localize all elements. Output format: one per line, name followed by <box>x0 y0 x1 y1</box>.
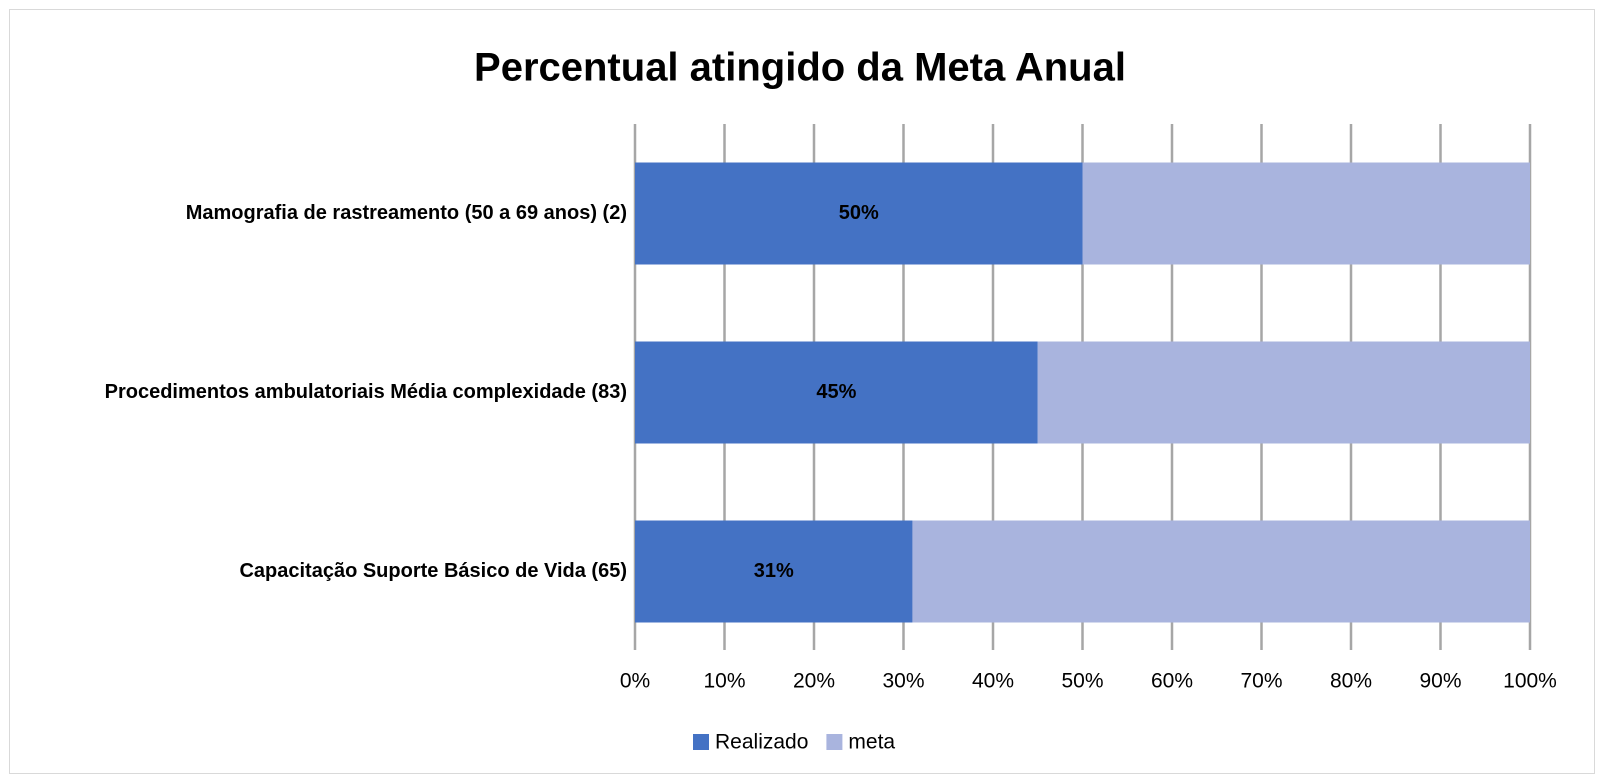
x-tick-label: 20% <box>793 670 835 693</box>
x-tick-label: 50% <box>1061 670 1103 693</box>
legend-label: Realizado <box>715 731 808 754</box>
x-tick-label: 60% <box>1151 670 1193 693</box>
bar-segment <box>635 162 1083 265</box>
x-tick-label: 30% <box>882 670 924 693</box>
x-tick-label: 40% <box>972 670 1014 693</box>
chart-title: Percentual atingido da Meta Anual <box>474 46 1126 90</box>
x-tick-label: 100% <box>1503 670 1557 693</box>
bar-segment <box>1037 341 1530 444</box>
x-tick-label: 90% <box>1419 670 1461 693</box>
x-tick-label: 0% <box>620 670 650 693</box>
bar-segment <box>635 520 913 623</box>
bar-segment <box>635 341 1038 444</box>
x-tick-label: 70% <box>1240 670 1282 693</box>
x-tick-label: 10% <box>703 670 745 693</box>
y-tick-label: Procedimentos ambulatoriais Média comple… <box>105 381 627 403</box>
y-tick-label: Mamografia de rastreamento (50 a 69 anos… <box>186 202 627 224</box>
y-tick-label: Capacitação Suporte Básico de Vida (65) <box>239 560 627 582</box>
data-label: 31% <box>754 560 794 582</box>
bar-segment <box>1082 162 1530 265</box>
data-label: 45% <box>816 381 856 403</box>
data-label: 50% <box>839 202 879 224</box>
legend-swatch <box>826 734 843 750</box>
legend-swatch <box>693 734 709 750</box>
x-tick-label: 80% <box>1330 670 1372 693</box>
bar-segment <box>912 520 1530 623</box>
legend-label: meta <box>848 731 895 754</box>
